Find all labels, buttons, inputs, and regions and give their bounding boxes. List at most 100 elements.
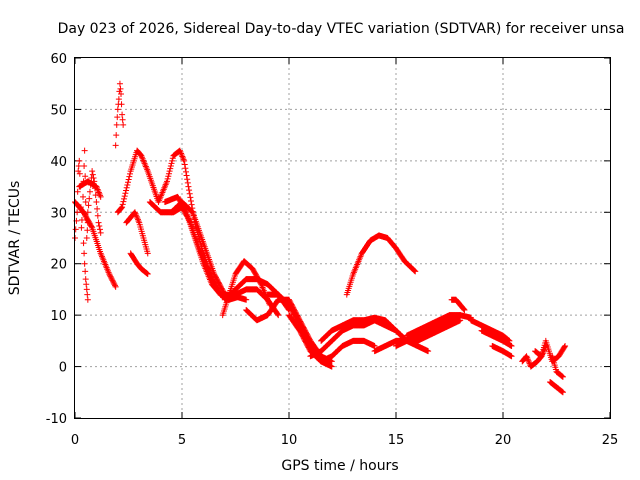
data-point [508,353,515,360]
data-point [81,250,88,257]
data-point [121,195,128,202]
data-point [81,163,88,169]
data-point [74,209,81,216]
data-point [131,209,138,216]
x-tick-label: 5 [178,433,186,448]
data-point [108,274,115,281]
data-point [107,273,114,280]
data-point [123,187,130,194]
data-point [113,121,120,128]
data-point [96,190,103,197]
data-point [94,185,101,192]
series-track-o [318,314,410,344]
data-point [186,187,193,194]
data-point [164,178,171,185]
data-point [184,179,191,186]
data-point [179,153,186,160]
data-point [96,226,103,233]
data-point [133,213,140,220]
data-point [89,171,96,178]
data-point [112,142,119,149]
data-point [76,157,83,164]
data-point [167,165,174,172]
data-point [119,111,126,118]
data-point [97,192,104,199]
data-point [275,312,282,319]
data-point [116,80,123,87]
series-track-e [127,250,151,277]
data-point [85,202,92,209]
data-point [80,240,87,247]
data-point [118,101,125,108]
data-point [411,267,418,274]
data-point [108,276,115,283]
data-point [425,348,432,355]
data-point [97,193,104,200]
data-point [165,170,172,177]
data-point [112,283,119,290]
y-tick-label: 60 [50,52,67,67]
y-tick-label: 10 [50,309,67,324]
data-point [412,268,419,275]
data-point [460,306,467,313]
data-point [95,187,102,194]
data-point [110,278,117,285]
data-point [95,189,102,196]
data-point [558,388,565,395]
data-point [115,96,122,103]
data-point [524,356,531,363]
series-track-q [393,312,474,349]
data-point [144,270,151,277]
data-point [166,168,173,175]
data-point [90,175,97,181]
data-point [167,163,174,169]
data-point [111,281,118,288]
data-point [119,201,126,208]
data-point [457,312,464,319]
data-point [106,272,113,279]
series-track-i [219,258,273,319]
y-axis-label: SDTVAR / TECUs [7,181,23,296]
data-point [117,85,124,92]
data-point [94,186,101,193]
data-point [164,175,171,182]
series-track-a [72,199,119,290]
x-tick-label: 20 [495,433,512,448]
data-point [460,305,467,312]
data-point [461,307,468,313]
data-point [82,199,89,205]
data-point [186,190,193,197]
data-point [188,201,195,208]
data-point [144,271,151,277]
y-tick-label: 50 [50,103,67,118]
data-point [188,208,195,215]
data-point [457,317,464,324]
data-point [96,223,103,229]
data-point [328,358,335,365]
data-point [243,296,250,303]
data-point [121,193,128,200]
data-point [184,176,191,183]
data-point [81,147,88,154]
data-point [169,155,176,162]
data-point [125,176,132,183]
gridlines [75,58,610,418]
data-point [123,184,130,191]
data-point [89,168,96,175]
series-track-s [414,327,432,334]
series-arc-14h [343,232,419,298]
series-track-z [549,353,566,380]
data-point [78,224,85,231]
y-tick-label: 40 [50,155,67,170]
series-early-drop-low [80,240,91,303]
data-point [118,91,125,97]
data-point [176,147,183,154]
data-point [82,268,89,275]
x-tick-label: 15 [388,433,405,448]
data-point [274,311,281,318]
series-track-u [467,317,513,344]
data-point [84,291,91,298]
data-point [558,372,565,379]
data-point [95,219,102,226]
data-point [144,250,151,257]
